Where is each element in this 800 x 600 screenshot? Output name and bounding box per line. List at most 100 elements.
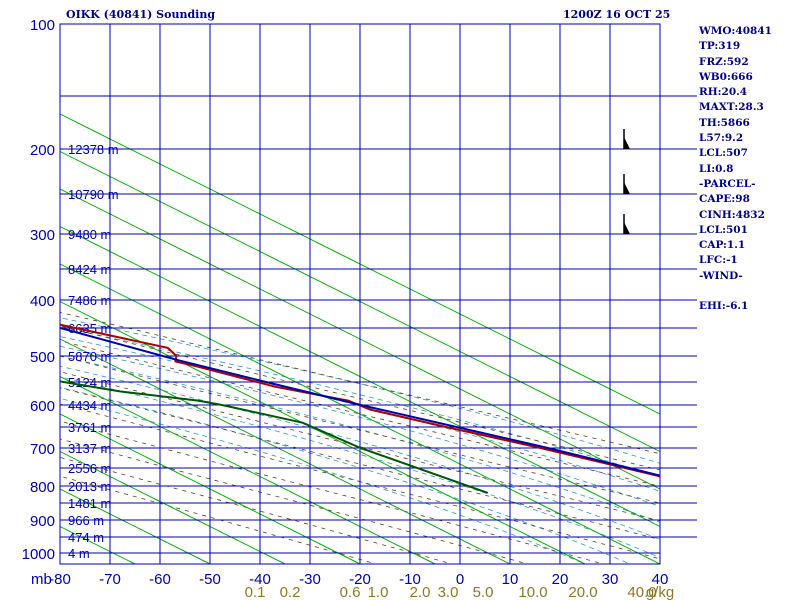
pressure-tick-label: 200 — [30, 142, 55, 159]
temperature-tick-label: -80 — [49, 571, 71, 588]
moist-adiabat-line — [60, 376, 660, 559]
height-label: 3761 m — [68, 420, 111, 435]
temperature-tick-label: 30 — [602, 571, 619, 588]
moist-adiabat-line — [60, 387, 631, 564]
height-label: 5870 m — [68, 349, 111, 364]
index-line: EHI:-6.1 — [699, 300, 749, 313]
index-line: CAP:1.1 — [699, 239, 746, 252]
index-line: RH:20.4 — [699, 86, 748, 99]
pressure-tick-label: 500 — [30, 349, 55, 366]
isotherm-line — [60, 188, 660, 490]
isotherm-line — [60, 225, 660, 528]
temperature-tick-label: -70 — [99, 571, 121, 588]
mixing-ratio-label: 0.6 — [340, 584, 361, 600]
indices-panel: WMO:40841 TP:319 FRZ:592 WB0:666 RH:20.4 MAXT… — [699, 24, 799, 315]
isotherm-line — [60, 263, 660, 564]
moist-adiabat-line — [60, 355, 660, 523]
temperature-tick-label: 10 — [502, 571, 519, 588]
index-line: TP:319 — [699, 40, 741, 53]
parcel-trace — [60, 326, 660, 477]
height-label: 1481 m — [68, 496, 111, 511]
mixing-ratio-label: 3.0 — [438, 584, 459, 600]
pressure-unit-label: mb — [31, 571, 52, 588]
sounding-time: 1200Z 16 OCT 25 — [563, 8, 671, 21]
pressure-tick-label: 900 — [30, 513, 55, 530]
index-line: CAPE:98 — [699, 193, 750, 206]
mixing-ratio-label: 20.0 — [568, 584, 597, 600]
index-line: -WIND- — [699, 269, 743, 282]
index-line: CINH:4832 — [699, 208, 765, 221]
mixing-ratio-label: 40.0 — [627, 584, 656, 600]
index-line: -PARCEL- — [699, 177, 756, 190]
wind-barb — [623, 129, 630, 149]
moist-adiabat-line — [60, 345, 660, 507]
mixing-ratio-label: 2.0 — [410, 584, 431, 600]
temperature-tick-label: -50 — [199, 571, 221, 588]
wind-barb — [623, 214, 630, 234]
pressure-tick-label: 400 — [30, 293, 55, 310]
height-label: 2013 m — [68, 479, 111, 494]
height-label: 12378 m — [68, 142, 119, 157]
mixing-ratio-label: 0.1 — [245, 584, 266, 600]
mixing-ratio-label: 10.0 — [518, 584, 547, 600]
mixing-ratio-label: 1.0 — [368, 584, 389, 600]
temperature-tick-labels: -80 -70 -60 -50 -40 -30 -20 -10 0 10 20 30 40 — [49, 571, 668, 588]
wind-barb — [623, 174, 630, 194]
index-line: LCL:507 — [699, 147, 748, 160]
temperature-tick-label: 20 — [552, 571, 569, 588]
height-label: 966 m — [68, 513, 104, 528]
height-label: 4434 m — [68, 398, 111, 413]
isotherm-line — [60, 413, 361, 564]
index-line: LCL:501 — [699, 223, 748, 236]
dry-adiabat-line — [60, 340, 660, 487]
index-line: WB0:666 — [699, 70, 753, 83]
temperature-tick-label: 0 — [456, 571, 464, 588]
pressure-tick-label: 1000 — [22, 546, 55, 563]
isotherm-line — [60, 300, 586, 564]
index-line — [699, 284, 799, 299]
temperature-tick-label: -10 — [399, 571, 421, 588]
mixing-ratio-labels: 0.1 0.2 0.6 1.0 2.0 3.0 5.0 10.0 20.0 40.0g/kg — [245, 584, 675, 600]
moist-adiabat-line — [60, 317, 660, 464]
pressure-tick-labels: 100 200 300 400 500 600 700 800 900 1000 mb — [22, 17, 55, 588]
temperature-tick-label: -40 — [249, 571, 271, 588]
isotherm-line — [60, 338, 511, 564]
plot-border — [59, 23, 661, 565]
dry-adiabat-line — [60, 387, 660, 540]
pressure-tick-label: 700 — [30, 441, 55, 458]
height-label: 8424 m — [68, 262, 111, 277]
index-line: FRZ:592 — [699, 55, 749, 68]
isotherm-line — [60, 450, 286, 564]
moist-adiabat-line — [60, 326, 660, 478]
height-label: 4 m — [68, 546, 90, 561]
temperature-tick-label: -30 — [299, 571, 321, 588]
moist-adiabat-line — [60, 365, 660, 540]
isotherm-line — [60, 375, 436, 564]
station-title: OIKK (40841) Sounding — [66, 8, 216, 21]
temperature-tick-label: 40 — [652, 571, 669, 588]
pressure-tick-label: 300 — [30, 227, 55, 244]
index-line: WMO:40841 — [699, 25, 772, 37]
pressure-tick-label: 800 — [30, 479, 55, 496]
dewpoint-trace — [60, 380, 489, 494]
height-label: 10790 m — [68, 187, 119, 202]
height-label: 3137 m — [68, 441, 111, 456]
dry-adiabat-line — [60, 355, 660, 504]
index-line: L57:9.2 — [699, 132, 744, 145]
dry-adiabat-line — [60, 403, 660, 560]
dry-adiabats — [60, 312, 660, 564]
isotherm-line — [60, 113, 660, 415]
pressure-tick-label: 100 — [30, 17, 55, 34]
index-line: MAXT:28.3 — [699, 101, 764, 114]
isotherm-line — [60, 150, 660, 453]
mixing-ratio-label: g/kg — [646, 584, 674, 600]
index-line: LI:0.8 — [699, 162, 734, 175]
isotherms — [60, 113, 660, 564]
mixing-ratio-label: 0.2 — [280, 584, 301, 600]
temperature-tick-label: -20 — [349, 571, 371, 588]
index-line: TH:5866 — [699, 116, 750, 129]
sounding-traces — [60, 323, 660, 494]
height-label: 474 m — [68, 530, 104, 545]
